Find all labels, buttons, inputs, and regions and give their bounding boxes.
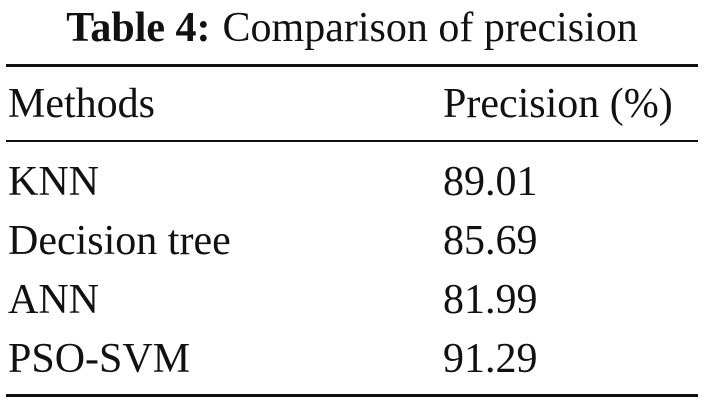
top-rule <box>6 64 698 67</box>
table-cell: Decision tree <box>8 218 231 264</box>
header-cell: Methods <box>8 81 155 127</box>
table-cell: 91.29 <box>443 336 538 382</box>
table-cell: KNN <box>8 159 99 205</box>
table-cell: ANN <box>8 277 99 323</box>
table-cell: 81.99 <box>443 277 538 323</box>
table-cell: PSO-SVM <box>8 336 191 382</box>
table-cell: 89.01 <box>443 159 538 205</box>
mid-rule <box>6 140 698 142</box>
bottom-rule <box>6 394 698 397</box>
table-cell: 85.69 <box>443 218 538 264</box>
caption-text: Comparison of precision <box>222 5 638 51</box>
caption-label: Table 4: <box>66 5 211 51</box>
table-caption: Table 4: Comparison of precision <box>0 4 704 52</box>
header-cell: Precision (%) <box>443 81 673 127</box>
